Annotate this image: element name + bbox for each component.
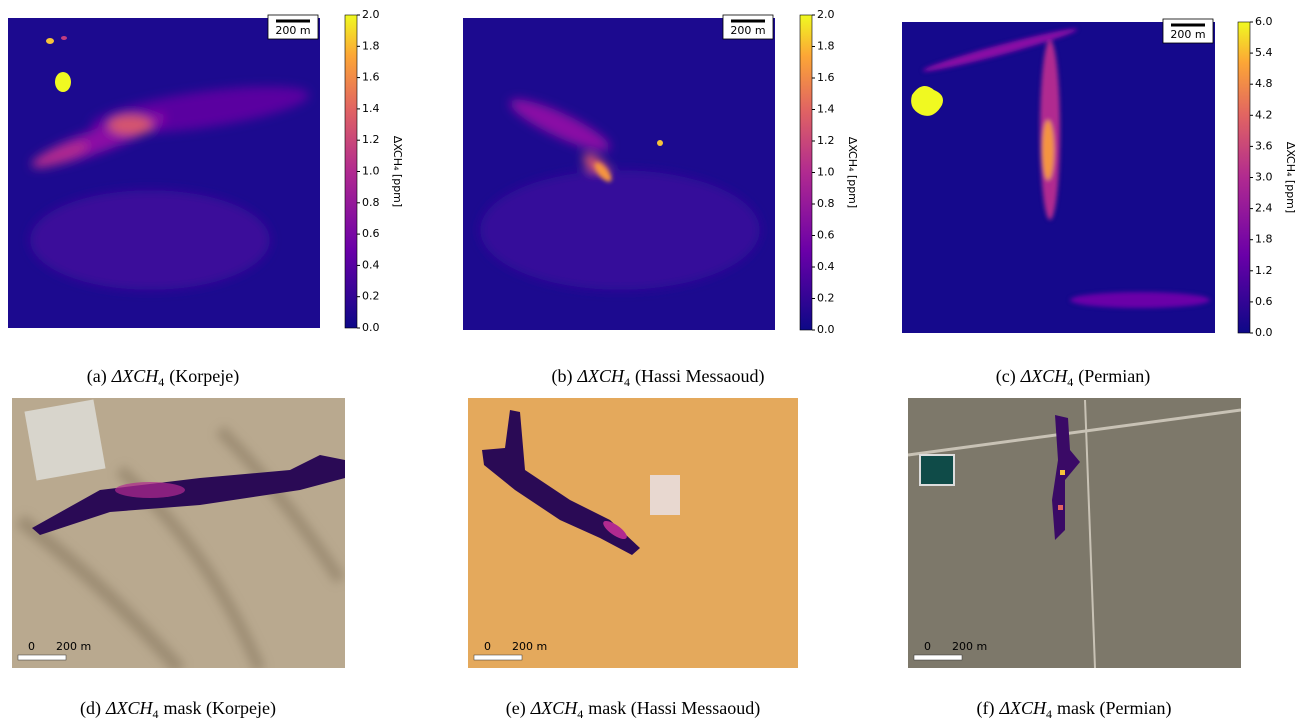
scale-start: 0	[484, 640, 491, 653]
scale-label: 200 m	[730, 24, 765, 37]
scale-length: 200 m	[512, 640, 547, 653]
colorbar-tick-label: 1.8	[362, 39, 380, 52]
colorbar	[799, 14, 813, 331]
colorbar-tick-label: 1.8	[1255, 233, 1273, 246]
colorbar-tick-label: 5.4	[1255, 46, 1273, 59]
caption: (e) ΔXCH4 mask (Hassi Messaoud)	[506, 698, 761, 721]
colorbar-tick-label: 1.0	[817, 166, 835, 179]
caption-subscript: 4	[624, 375, 630, 389]
caption-label: (d)	[80, 698, 101, 719]
caption-symbol: ΔXCH	[111, 366, 160, 386]
caption: (c) ΔXCH4 (Permian)	[996, 366, 1151, 389]
caption-site: mask (Korpeje)	[164, 698, 276, 719]
colorbar-label: ΔXCH₄ [ppm]	[391, 136, 404, 207]
colorbar-tick-label: 2.0	[362, 8, 380, 21]
scale-bar	[17, 654, 67, 661]
colorbar-tick-label: 0.6	[817, 229, 835, 242]
image-e	[468, 398, 798, 668]
caption: (a) ΔXCH4 (Korpeje)	[87, 366, 240, 389]
colorbar-tick-label: 0.8	[362, 196, 380, 209]
colorbar-tick-label: 0.0	[1255, 326, 1273, 339]
colorbar-tick-label: 1.6	[362, 71, 380, 84]
caption-site: (Hassi Messaoud)	[635, 366, 764, 387]
scale-start: 0	[924, 640, 931, 653]
scale-length: 200 m	[952, 640, 987, 653]
colorbar-tick-label: 1.4	[817, 103, 835, 116]
caption-symbol: ΔXCH	[576, 366, 625, 386]
colorbar-tick-label: 4.2	[1255, 108, 1273, 121]
caption: (d) ΔXCH4 mask (Korpeje)	[80, 698, 276, 721]
colorbar-tick-label: 0.0	[817, 323, 835, 336]
scale-box	[1162, 18, 1214, 44]
colorbar-tick-label: 3.0	[1255, 171, 1273, 184]
scale-start: 0	[28, 640, 35, 653]
caption: (f) ΔXCH4 mask (Permian)	[976, 698, 1171, 721]
heatmap-b	[463, 18, 775, 330]
colorbar	[1237, 21, 1251, 334]
image-d	[12, 398, 345, 668]
caption-symbol: ΔXCH	[1020, 366, 1069, 386]
caption-site: mask (Hassi Messaoud)	[588, 698, 760, 719]
caption-symbol: ΔXCH	[105, 698, 154, 718]
colorbar-tick-label: 6.0	[1255, 15, 1273, 28]
caption-label: (b)	[551, 366, 572, 387]
scale-label: 200 m	[1170, 28, 1205, 41]
caption-label: (f)	[976, 698, 994, 719]
caption-subscript: 4	[158, 375, 164, 389]
scale-length: 200 m	[56, 640, 91, 653]
caption-subscript: 4	[1067, 375, 1073, 389]
colorbar	[344, 14, 358, 329]
caption-site: mask (Permian)	[1057, 698, 1171, 719]
colorbar-tick-label: 0.2	[362, 290, 380, 303]
colorbar-tick-label: 0.0	[362, 321, 380, 334]
colorbar-tick-label: 0.2	[817, 292, 835, 305]
colorbar-tick-label: 1.2	[817, 134, 835, 147]
caption-symbol: ΔXCH	[998, 698, 1047, 718]
colorbar-tick-label: 0.6	[362, 227, 380, 240]
caption-subscript: 4	[577, 707, 583, 721]
colorbar-label: ΔXCH₄ [ppm]	[1284, 142, 1297, 213]
colorbar-tick-label: 1.2	[1255, 264, 1273, 277]
colorbar-tick-label: 1.6	[817, 71, 835, 84]
scale-box	[267, 14, 319, 40]
heatmap-a	[8, 18, 320, 328]
colorbar-tick-label: 1.4	[362, 102, 380, 115]
caption-site: (Permian)	[1078, 366, 1150, 387]
colorbar-tick-label: 4.8	[1255, 77, 1273, 90]
scale-label: 200 m	[275, 24, 310, 37]
scale-bar	[473, 654, 523, 661]
image-f	[908, 398, 1241, 668]
colorbar-tick-label: 2.0	[817, 8, 835, 21]
caption-label: (a)	[87, 366, 107, 387]
heatmap-c	[902, 22, 1215, 333]
colorbar-tick-label: 1.0	[362, 165, 380, 178]
scale-box	[722, 14, 774, 40]
caption: (b) ΔXCH4 (Hassi Messaoud)	[551, 366, 764, 389]
colorbar-tick-label: 1.2	[362, 133, 380, 146]
colorbar-tick-label: 0.4	[817, 260, 835, 273]
colorbar-tick-label: 0.6	[1255, 295, 1273, 308]
caption-symbol: ΔXCH	[530, 698, 579, 718]
caption-label: (c)	[996, 366, 1016, 387]
scale-bar	[913, 654, 963, 661]
colorbar-tick-label: 0.4	[362, 258, 380, 271]
colorbar-tick-label: 3.6	[1255, 139, 1273, 152]
colorbar-tick-label: 0.8	[817, 197, 835, 210]
colorbar-tick-label: 2.4	[1255, 202, 1273, 215]
caption-subscript: 4	[1046, 707, 1052, 721]
colorbar-tick-label: 1.8	[817, 40, 835, 53]
caption-site: (Korpeje)	[169, 366, 239, 387]
caption-subscript: 4	[153, 707, 159, 721]
caption-label: (e)	[506, 698, 526, 719]
colorbar-label: ΔXCH₄ [ppm]	[846, 137, 859, 208]
